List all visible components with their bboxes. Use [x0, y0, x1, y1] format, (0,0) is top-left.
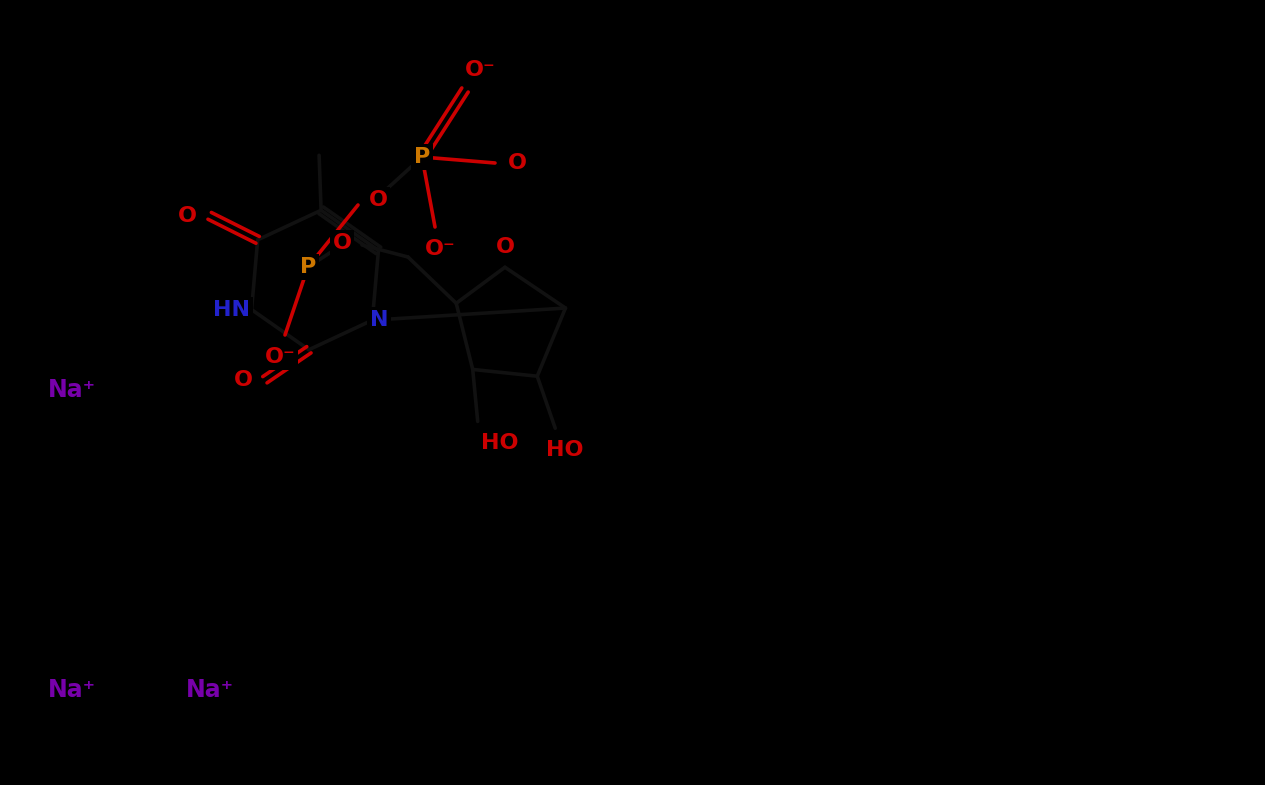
- Text: O: O: [178, 206, 197, 226]
- Text: O: O: [234, 370, 253, 389]
- Text: Na⁺: Na⁺: [48, 678, 96, 702]
- Text: P: P: [300, 257, 316, 277]
- Text: HO: HO: [481, 433, 519, 454]
- Text: O: O: [507, 153, 526, 173]
- Text: HN: HN: [213, 300, 250, 319]
- Text: N: N: [371, 310, 388, 330]
- Text: O: O: [368, 190, 387, 210]
- Text: P: P: [414, 147, 430, 167]
- Text: O⁻: O⁻: [425, 239, 455, 259]
- Text: Na⁺: Na⁺: [48, 378, 96, 402]
- Text: HO: HO: [546, 440, 584, 460]
- Text: O⁻: O⁻: [464, 60, 496, 80]
- Text: Na⁺: Na⁺: [186, 678, 234, 702]
- Text: O⁻: O⁻: [264, 347, 295, 367]
- Text: O: O: [333, 233, 352, 253]
- Text: O: O: [496, 237, 515, 257]
